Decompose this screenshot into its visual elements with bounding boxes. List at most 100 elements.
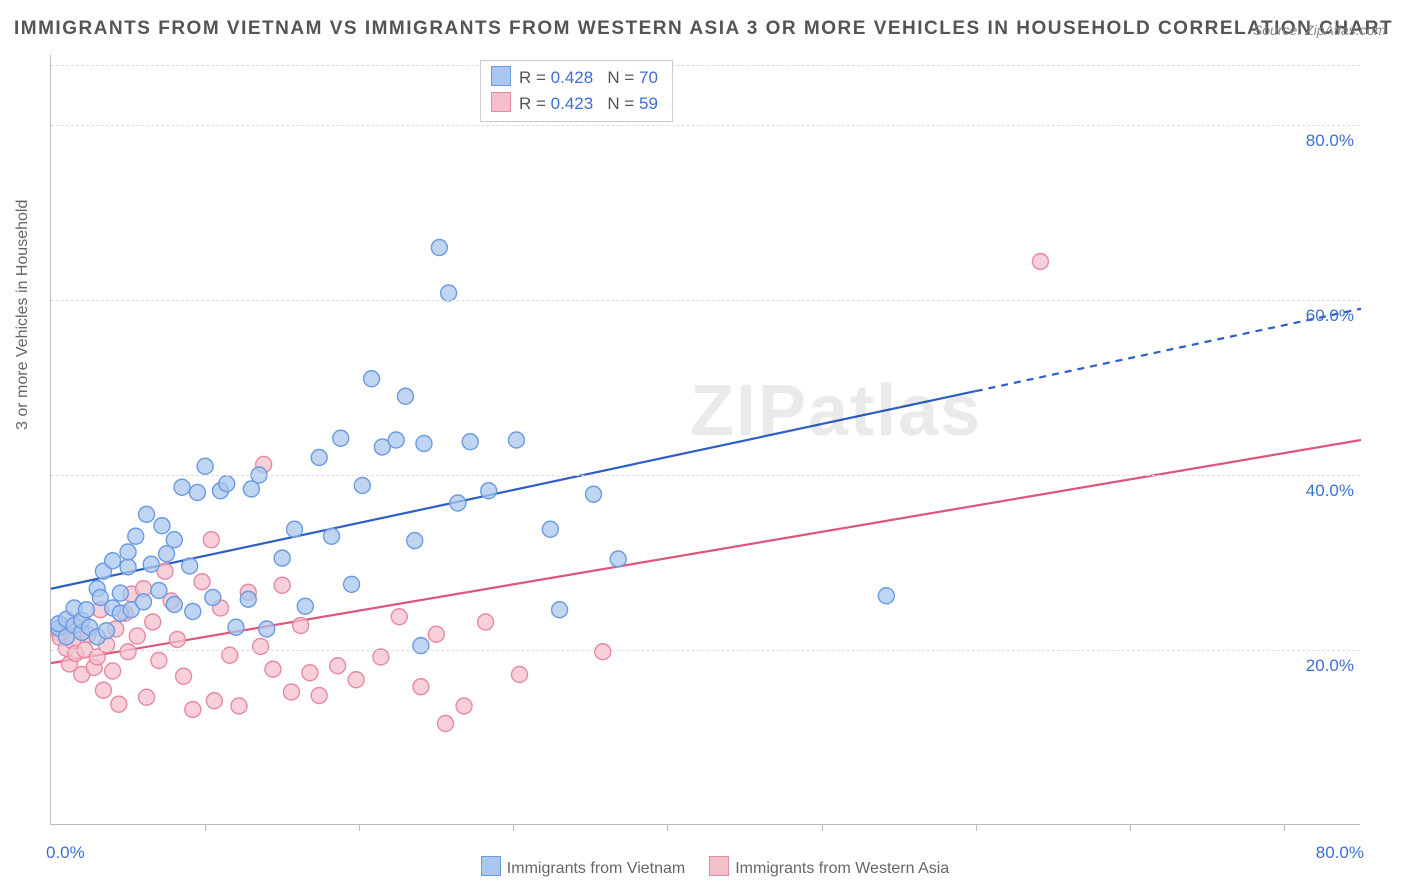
data-point <box>185 702 201 718</box>
data-point <box>189 485 205 501</box>
data-point <box>166 597 182 613</box>
data-point <box>205 590 221 606</box>
data-point <box>105 553 121 569</box>
x-tick-label-right: 80.0% <box>1316 843 1364 863</box>
data-point <box>228 619 244 635</box>
data-point <box>151 583 167 599</box>
data-point <box>438 716 454 732</box>
series-legend: Immigrants from Vietnam Immigrants from W… <box>0 856 1406 878</box>
legend-swatch <box>491 66 511 86</box>
data-point <box>166 532 182 548</box>
data-point <box>344 576 360 592</box>
data-point <box>174 479 190 495</box>
x-tick <box>205 824 206 831</box>
data-point <box>145 614 161 630</box>
data-point <box>283 684 299 700</box>
plot-svg <box>51 55 1360 824</box>
trend-line <box>51 440 1361 663</box>
x-tick <box>976 824 977 831</box>
data-point <box>194 574 210 590</box>
data-point <box>348 672 364 688</box>
data-point <box>265 661 281 677</box>
legend-swatch <box>709 856 729 876</box>
data-point <box>128 528 144 544</box>
data-point <box>311 688 327 704</box>
y-axis-label: 3 or more Vehicles in Household <box>14 200 32 430</box>
source-label: Source: ZipAtlas.com <box>1253 22 1386 38</box>
data-point <box>120 644 136 660</box>
legend-row: R = 0.423 N = 59 <box>491 91 658 117</box>
legend-n-label: N = <box>607 94 639 113</box>
data-point <box>354 478 370 494</box>
y-tick-label: 60.0% <box>1306 306 1354 326</box>
data-point <box>391 609 407 625</box>
data-point <box>552 602 568 618</box>
y-tick-label: 80.0% <box>1306 131 1354 151</box>
legend-r-value: 0.423 <box>551 94 594 113</box>
gridline <box>51 475 1360 476</box>
data-point <box>105 663 121 679</box>
legend-n-label: N = <box>607 68 639 87</box>
data-point <box>139 506 155 522</box>
data-point <box>259 621 275 637</box>
data-point <box>585 486 601 502</box>
data-point <box>302 665 318 681</box>
data-point <box>129 628 145 644</box>
data-point <box>253 639 269 655</box>
legend-row: R = 0.428 N = 70 <box>491 65 658 91</box>
data-point <box>111 696 127 712</box>
data-point <box>135 594 151 610</box>
legend-r-value: 0.428 <box>551 68 594 87</box>
data-point <box>176 668 192 684</box>
x-tick <box>1284 824 1285 831</box>
legend-label: Immigrants from Western Asia <box>735 860 949 877</box>
data-point <box>373 649 389 665</box>
data-point <box>333 430 349 446</box>
chart-title: IMMIGRANTS FROM VIETNAM VS IMMIGRANTS FR… <box>14 18 1393 40</box>
data-point <box>297 598 313 614</box>
data-point <box>397 388 413 404</box>
y-tick-label: 20.0% <box>1306 656 1354 676</box>
data-point <box>416 436 432 452</box>
gridline <box>51 125 1360 126</box>
data-point <box>1032 254 1048 270</box>
data-point <box>878 588 894 604</box>
data-point <box>311 450 327 466</box>
data-point <box>388 432 404 448</box>
data-point <box>274 550 290 566</box>
trend-line-dashed <box>976 309 1361 391</box>
data-point <box>512 667 528 683</box>
legend-r-label: R = <box>519 68 551 87</box>
data-point <box>231 698 247 714</box>
data-point <box>481 483 497 499</box>
legend-label: Immigrants from Vietnam <box>507 860 685 877</box>
legend-swatch <box>481 856 501 876</box>
data-point <box>456 698 472 714</box>
legend-n-value: 59 <box>639 94 658 113</box>
data-point <box>112 585 128 601</box>
data-point <box>431 240 447 256</box>
data-point <box>95 682 111 698</box>
x-tick <box>513 824 514 831</box>
y-tick-label: 40.0% <box>1306 481 1354 501</box>
data-point <box>364 371 380 387</box>
data-point <box>330 658 346 674</box>
x-tick <box>359 824 360 831</box>
data-point <box>120 544 136 560</box>
data-point <box>120 559 136 575</box>
data-point <box>143 556 159 572</box>
data-point <box>182 558 198 574</box>
data-point <box>78 602 94 618</box>
data-point <box>169 632 185 648</box>
data-point <box>293 618 309 634</box>
data-point <box>151 653 167 669</box>
legend-r-label: R = <box>519 94 551 113</box>
data-point <box>610 551 626 567</box>
legend-swatch <box>491 92 511 112</box>
data-point <box>274 577 290 593</box>
data-point <box>407 533 423 549</box>
gridline <box>51 300 1360 301</box>
data-point <box>98 623 114 639</box>
data-point <box>197 458 213 474</box>
data-point <box>542 521 558 537</box>
